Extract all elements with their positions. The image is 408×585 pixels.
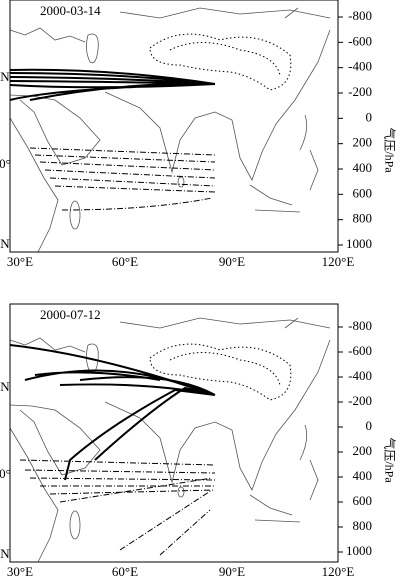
lat-label: 0° bbox=[0, 466, 11, 481]
pressure-label: 1000 bbox=[346, 236, 372, 251]
pressure-label: 1000 bbox=[346, 543, 372, 558]
pressure-label: 0 bbox=[366, 109, 373, 124]
pressure-label: 800 bbox=[353, 518, 373, 533]
pressure-label: 800 bbox=[353, 211, 373, 226]
x-tick-label: 120°E bbox=[322, 254, 355, 269]
pressure-label: 600 bbox=[353, 493, 373, 508]
lat-label: 0° bbox=[0, 156, 11, 171]
date-label: 2000-03-14 bbox=[40, 3, 101, 18]
x-tick-label: 60°E bbox=[112, 254, 138, 269]
x-tick-label: 30°E bbox=[7, 254, 33, 269]
x-tick-label: 60°E bbox=[112, 564, 138, 579]
pressure-label: -200 bbox=[348, 84, 372, 99]
date-label: 2000-07-12 bbox=[40, 307, 101, 322]
lat-label: N bbox=[0, 379, 10, 394]
pressure-label: -400 bbox=[348, 59, 372, 74]
lat-label: N bbox=[0, 546, 10, 561]
pressure-label: -200 bbox=[348, 393, 372, 408]
pressure-label: 400 bbox=[353, 468, 373, 483]
pressure-label: 200 bbox=[353, 135, 373, 150]
pressure-label: 600 bbox=[353, 185, 373, 200]
panel: 2000-03-14 30°E 60°E 90°E 120°E N 0° N -800 -600 -… bbox=[0, 0, 397, 269]
x-tick-label: 90°E bbox=[219, 254, 245, 269]
pressure-label: -600 bbox=[348, 33, 372, 48]
panel: 2000-07-12 30°E 60°E 90°E 120°E N 0° N -800 -600 -… bbox=[0, 303, 397, 579]
x-tick-label: 90°E bbox=[219, 564, 245, 579]
pressure-label: 200 bbox=[353, 443, 373, 458]
pressure-label: -400 bbox=[348, 368, 372, 383]
pressure-label: 0 bbox=[366, 418, 373, 433]
x-tick-label: 120°E bbox=[322, 564, 355, 579]
pressure-label: 400 bbox=[353, 160, 373, 175]
axis-label: 气压/hPa bbox=[382, 437, 397, 483]
x-tick-label: 30°E bbox=[7, 564, 33, 579]
axis-label: 气压/hPa bbox=[382, 127, 397, 173]
pressure-label: -600 bbox=[348, 343, 372, 358]
lat-label: N bbox=[0, 69, 10, 84]
pressure-label: -800 bbox=[348, 8, 372, 23]
lat-label: N bbox=[0, 236, 10, 251]
pressure-label: -800 bbox=[348, 318, 372, 333]
